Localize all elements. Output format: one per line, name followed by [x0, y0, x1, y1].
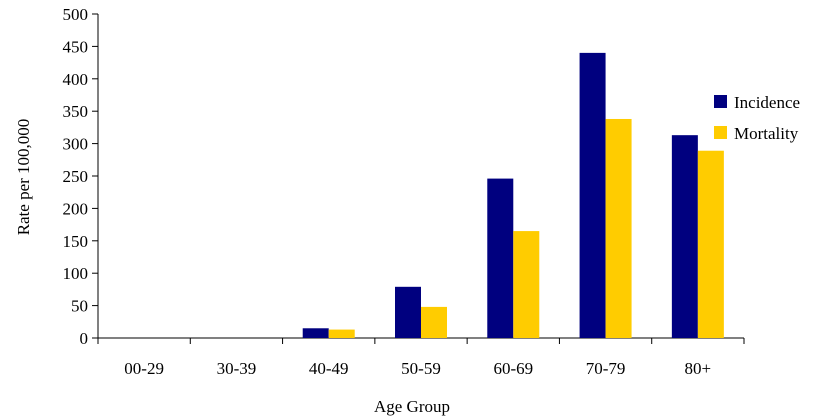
y-tick-label: 300: [63, 135, 89, 154]
legend-label-mortality: Mortality: [734, 124, 799, 143]
y-axis-title: Rate per 100,000: [14, 119, 33, 236]
legend-swatch-mortality: [714, 126, 727, 139]
y-tick-label: 100: [63, 264, 89, 283]
bar-mortality: [328, 329, 355, 338]
x-tick-label: 00-29: [124, 359, 164, 378]
legend-label-incidence: Incidence: [734, 93, 800, 112]
y-tick-label: 50: [71, 297, 88, 316]
y-tick-label: 350: [63, 102, 89, 121]
bar-incidence: [302, 328, 329, 338]
x-tick-label: 80+: [685, 359, 712, 378]
legend: Incidence Mortality: [714, 93, 800, 143]
x-tick-label: 70-79: [586, 359, 626, 378]
x-axis-title: Age Group: [374, 397, 450, 416]
y-tick-label: 0: [80, 329, 89, 348]
bar-incidence: [395, 286, 421, 338]
x-axis: 00-29 30-39 40-49 50-59 60-69 70-79 80+: [97, 337, 745, 378]
legend-swatch-incidence: [714, 95, 727, 108]
y-tick-label: 450: [63, 37, 89, 56]
bar-incidence: [671, 135, 698, 338]
bar-incidence: [579, 52, 606, 338]
y-tick-label: 150: [63, 232, 89, 251]
bar-mortality: [605, 118, 632, 338]
x-tick-label: 30-39: [217, 359, 257, 378]
y-tick-label: 200: [63, 199, 89, 218]
y-axis: 0 50 100 150 200 250 300 350 400 450 500: [63, 5, 99, 348]
bar-mortality: [697, 150, 724, 338]
bars: [302, 52, 724, 338]
bar-mortality: [421, 306, 447, 338]
x-tick-label: 50-59: [401, 359, 441, 378]
y-tick-label: 500: [63, 5, 89, 24]
bar-mortality: [513, 231, 540, 338]
bar-incidence: [487, 178, 514, 338]
y-tick-label: 400: [63, 70, 89, 89]
x-tick-label: 40-49: [309, 359, 349, 378]
x-tick-label: 60-69: [493, 359, 533, 378]
y-tick-label: 250: [63, 167, 89, 186]
